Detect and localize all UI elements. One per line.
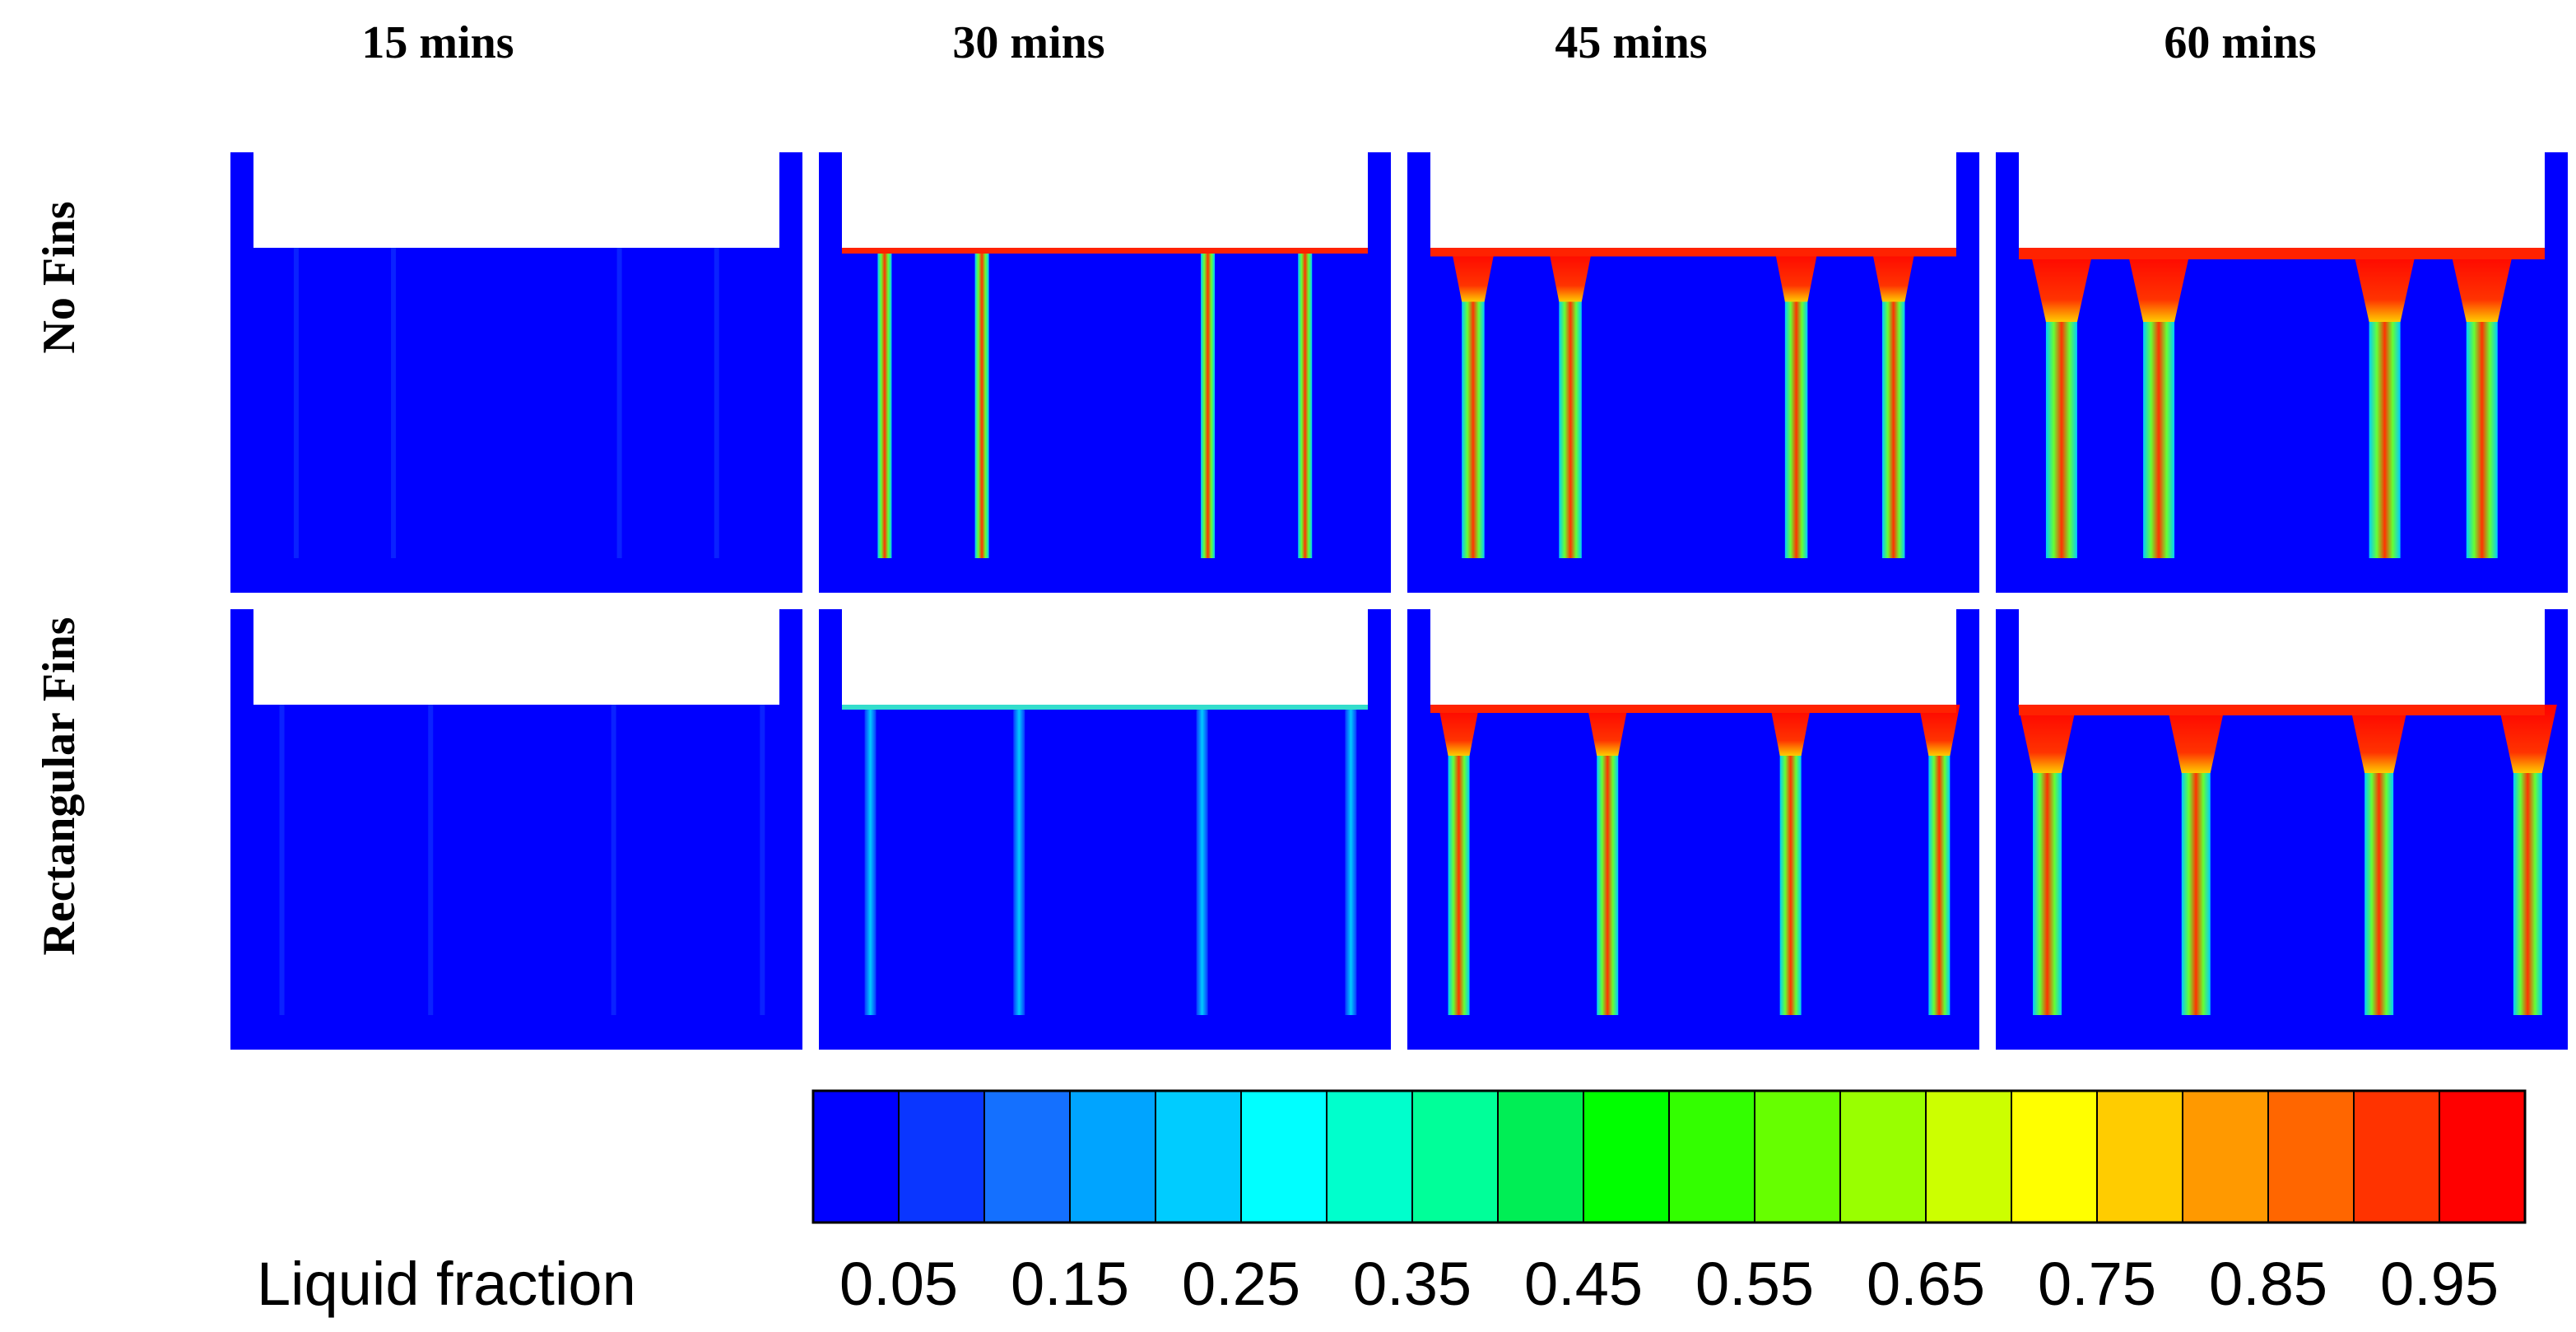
melt-pocket — [2029, 248, 2094, 322]
melt-column — [1201, 248, 1216, 558]
colorbar-tick-label: 0.95 — [2380, 1250, 2499, 1318]
surface-melt-layer — [2019, 705, 2545, 715]
row-title-no-fins: No Fins — [34, 201, 85, 353]
column-title-60: 60 mins — [2164, 17, 2316, 68]
contour-panel-r0-c1 — [819, 152, 1391, 593]
melt-pocket — [2352, 248, 2417, 322]
contour-panel-r1-c0 — [230, 609, 802, 1050]
colorbar-segment — [1583, 1090, 1670, 1223]
colorbar-legend: 0.05 0.15 0.25 0.35 0.45 0.55 0.65 0.75 0.85 0.95 — [811, 1089, 2527, 1318]
contour-panel-r1-c2 — [1407, 609, 1979, 1050]
melt-pocket — [2166, 705, 2225, 773]
contour-panels — [230, 152, 2568, 1050]
column-title-45: 45 mins — [1555, 17, 1707, 68]
colorbar-segment — [2353, 1090, 2440, 1223]
surface-melt-layer — [2019, 248, 2545, 259]
colorbar-segment — [1925, 1090, 2012, 1223]
column-title-15: 15 mins — [361, 17, 514, 68]
melt-column — [1013, 705, 1025, 1015]
colorbar-segment — [1069, 1090, 1156, 1223]
colorbar-tick-label: 0.55 — [1695, 1250, 1814, 1318]
colorbar-segment — [1839, 1090, 1927, 1223]
colorbar-segment — [812, 1090, 900, 1223]
pcm-domain — [1996, 705, 2568, 1050]
melt-pocket — [1872, 248, 1916, 302]
melt-column — [974, 248, 989, 558]
colorbar-tick-label: 0.65 — [1867, 1250, 1985, 1318]
colorbar-segment — [2096, 1090, 2183, 1223]
pcm-domain — [819, 248, 1391, 593]
heat-column — [611, 705, 616, 1015]
surface-melt-layer — [1430, 248, 1956, 257]
heat-column — [760, 705, 765, 1015]
melt-pocket — [2350, 705, 2409, 773]
melt-pocket — [1918, 705, 1960, 756]
row-title-rectangular-fins: Rectangular Fins — [34, 617, 85, 955]
surface-melt-layer — [842, 705, 1368, 710]
colorbar-segment — [1411, 1090, 1499, 1223]
legend-title: Liquid fraction — [257, 1250, 636, 1318]
surface-melt-layer — [1430, 705, 1956, 713]
melt-column — [1779, 705, 1802, 1015]
melt-pocket — [1438, 705, 1480, 756]
melt-pocket — [2018, 705, 2077, 773]
colorbar-tick-label: 0.25 — [1182, 1250, 1300, 1318]
colorbar-tick-label: 0.15 — [1011, 1250, 1129, 1318]
pcm-domain — [819, 705, 1391, 1050]
melt-column — [1928, 705, 1951, 1015]
heat-column — [279, 705, 285, 1015]
heat-column — [293, 248, 299, 558]
contour-panel-r1-c1 — [819, 609, 1391, 1050]
pcm-domain — [1407, 705, 1979, 1050]
contour-panel-r1-c3 — [1996, 609, 2568, 1050]
heat-column — [428, 705, 434, 1015]
melt-pocket — [1451, 248, 1495, 302]
melt-column — [1345, 705, 1357, 1015]
colorbar-segment — [1240, 1090, 1328, 1223]
contour-panel-r0-c2 — [1407, 152, 1979, 593]
colorbar-tick-label: 0.85 — [2209, 1250, 2327, 1318]
contour-panel-r0-c0 — [230, 152, 802, 593]
melt-column — [1298, 248, 1313, 558]
melt-pocket — [1769, 705, 1811, 756]
pcm-domain — [230, 705, 802, 1050]
colorbar-segment — [1668, 1090, 1755, 1223]
colorbar-segment — [2011, 1090, 2098, 1223]
column-title-30: 30 mins — [952, 17, 1104, 68]
melt-pocket — [1587, 705, 1629, 756]
melt-pocket — [1548, 248, 1593, 302]
heat-column — [391, 248, 397, 558]
colorbar-segment — [1497, 1090, 1584, 1223]
colorbar-segment — [2267, 1090, 2355, 1223]
colorbar-segment — [1155, 1090, 1242, 1223]
heat-column — [616, 248, 622, 558]
colorbar-segment — [898, 1090, 985, 1223]
colorbar-segment — [2439, 1090, 2526, 1223]
melt-column — [1448, 705, 1470, 1015]
colorbar-segment — [1326, 1090, 1413, 1223]
melt-column — [1196, 705, 1208, 1015]
melt-column — [864, 705, 876, 1015]
pcm-domain — [230, 248, 802, 593]
melt-column — [877, 248, 892, 558]
melt-pocket — [2498, 705, 2557, 773]
colorbar-tick-label: 0.05 — [839, 1250, 958, 1318]
melt-pocket — [2449, 248, 2514, 322]
colorbar-tick-label: 0.45 — [1524, 1250, 1643, 1318]
colorbar-tick-label: 0.75 — [2038, 1250, 2156, 1318]
colorbar-border — [811, 1089, 2527, 1224]
colorbar-segment — [2182, 1090, 2269, 1223]
melt-pocket — [1774, 248, 1819, 302]
colorbar-tick-label: 0.35 — [1353, 1250, 1472, 1318]
melt-column — [1597, 705, 1619, 1015]
heat-column — [714, 248, 719, 558]
surface-melt-layer — [842, 248, 1368, 254]
colorbar-segment — [1754, 1090, 1841, 1223]
melt-pocket — [2127, 248, 2192, 322]
contour-panel-r0-c3 — [1996, 152, 2568, 593]
colorbar-segment — [983, 1090, 1071, 1223]
